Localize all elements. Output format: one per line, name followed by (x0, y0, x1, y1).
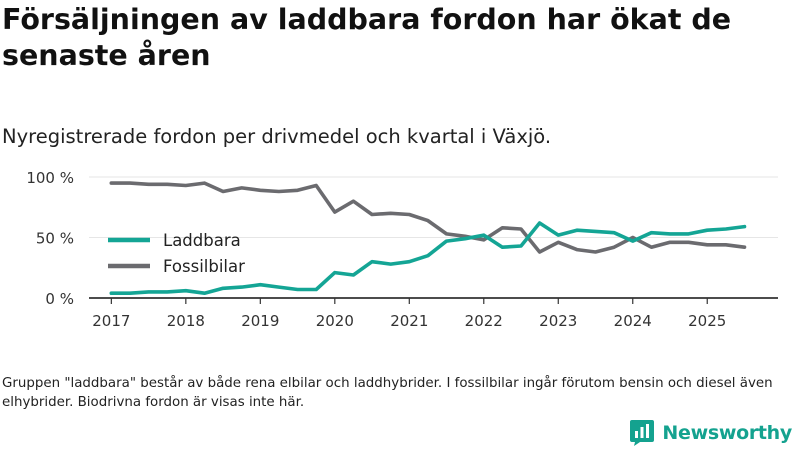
x-tick-label: 2020 (316, 312, 354, 330)
y-tick-label: 100 % (26, 169, 74, 187)
x-tick-label: 2017 (92, 312, 130, 330)
x-tick-label: 2022 (465, 312, 503, 330)
chart-subtitle: Nyregistrerade fordon per drivmedel och … (2, 125, 552, 148)
brand-name: Newsworthy (662, 422, 792, 444)
line-chart: 0 % 50 % 100 % 2017 2018 2019 2020 2021 2022 2023… (26, 169, 778, 330)
series-line-laddbara (109, 221, 747, 295)
legend-label: Laddbara (163, 231, 241, 250)
legend-item-fossilbilar: Fossilbilar (108, 257, 245, 276)
footnote: Gruppen "laddbara" består av både rena e… (2, 376, 773, 410)
legend-item-laddbara: Laddbara (108, 231, 241, 250)
newsworthy-logo-icon (630, 420, 655, 446)
y-tick-label: 50 % (36, 230, 74, 248)
chart-title: Försäljningen av laddbara fordon har öka… (2, 3, 732, 72)
brand-logo: Newsworthy (629, 419, 792, 447)
x-tick-label: 2018 (167, 312, 205, 330)
x-tick-label: 2019 (241, 312, 279, 330)
x-tick-label: 2025 (688, 312, 726, 330)
y-tick-label: 0 % (45, 290, 74, 308)
x-tick-label: 2024 (614, 312, 652, 330)
series-line-fossilbilar (109, 181, 747, 254)
legend-label: Fossilbilar (163, 257, 245, 276)
x-tick-label: 2021 (390, 312, 428, 330)
x-tick-label: 2023 (539, 312, 577, 330)
